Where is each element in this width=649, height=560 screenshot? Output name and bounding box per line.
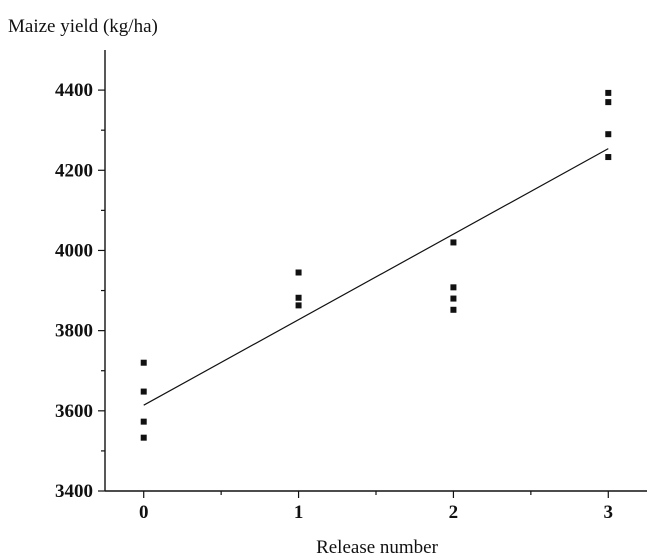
trend-line — [143, 148, 609, 406]
x-axis-label: Release number — [316, 537, 439, 558]
tick-labels: 3400 3600 3800 4000 4200 4400 0 1 2 3 — [55, 80, 613, 523]
data-point — [140, 418, 147, 425]
y-tick-label: 3600 — [55, 401, 93, 422]
data-point — [605, 131, 612, 138]
y-axis-label: Maize yield (kg/ha) — [8, 16, 158, 37]
data-point — [450, 239, 457, 246]
tick-marks — [98, 89, 609, 498]
y-tick-label: 4400 — [55, 80, 93, 101]
data-point — [295, 269, 302, 276]
x-tick-label: 2 — [449, 502, 459, 523]
data-point — [450, 306, 457, 313]
data-point — [605, 154, 612, 161]
y-tick-label: 3400 — [55, 481, 93, 502]
data-point — [450, 295, 457, 302]
y-tick-label: 4000 — [55, 240, 93, 261]
data-point — [450, 284, 457, 291]
data-point — [140, 434, 147, 441]
x-tick-label: 1 — [294, 502, 304, 523]
axes — [104, 50, 647, 492]
x-tick-label: 3 — [604, 502, 614, 523]
data-point — [140, 359, 147, 366]
y-tick-label: 3800 — [55, 321, 93, 342]
y-tick-label: 4200 — [55, 160, 93, 181]
x-tick-label: 0 — [139, 502, 149, 523]
data-points — [140, 89, 612, 441]
data-point — [605, 99, 612, 106]
data-point — [605, 89, 612, 96]
data-point — [140, 388, 147, 395]
data-point — [295, 302, 302, 309]
data-point — [295, 294, 302, 301]
